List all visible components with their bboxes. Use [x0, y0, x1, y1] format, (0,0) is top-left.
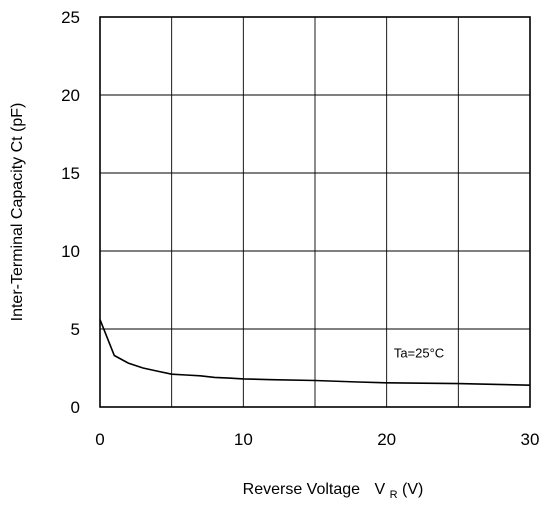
- y-axis-label: Inter-Terminal Capacity Ct (pF): [9, 103, 26, 322]
- x-axis-label-unit: (V): [402, 481, 423, 498]
- x-tick-label: 30: [521, 430, 540, 449]
- y-tick-label: 15: [61, 164, 80, 183]
- y-tick-label: 25: [61, 8, 80, 27]
- x-tick-label: 0: [95, 430, 104, 449]
- capacitance-curve: [99, 319, 531, 386]
- y-tick-label: 5: [71, 320, 80, 339]
- grid: [99, 16, 531, 408]
- x-axis-label: Reverse Voltage V R (V): [243, 481, 424, 502]
- x-tick-label: 10: [234, 430, 253, 449]
- x-tick-label: 20: [377, 430, 396, 449]
- y-tick-label: 10: [61, 242, 80, 261]
- x-axis-label-text: Reverse Voltage: [243, 481, 361, 498]
- x-axis-label-symbol: V: [375, 481, 386, 498]
- x-axis-label-subscript: R: [390, 489, 398, 501]
- y-tick-labels: 0 5 10 15 20 25: [61, 8, 80, 417]
- plot-frame: [99, 16, 531, 408]
- y-tick-label: 0: [71, 398, 80, 417]
- temperature-annotation: Ta=25°C: [394, 345, 444, 360]
- y-tick-label: 20: [61, 86, 80, 105]
- plot-series: [99, 319, 531, 386]
- x-tick-labels: 0 10 20 30: [95, 430, 539, 449]
